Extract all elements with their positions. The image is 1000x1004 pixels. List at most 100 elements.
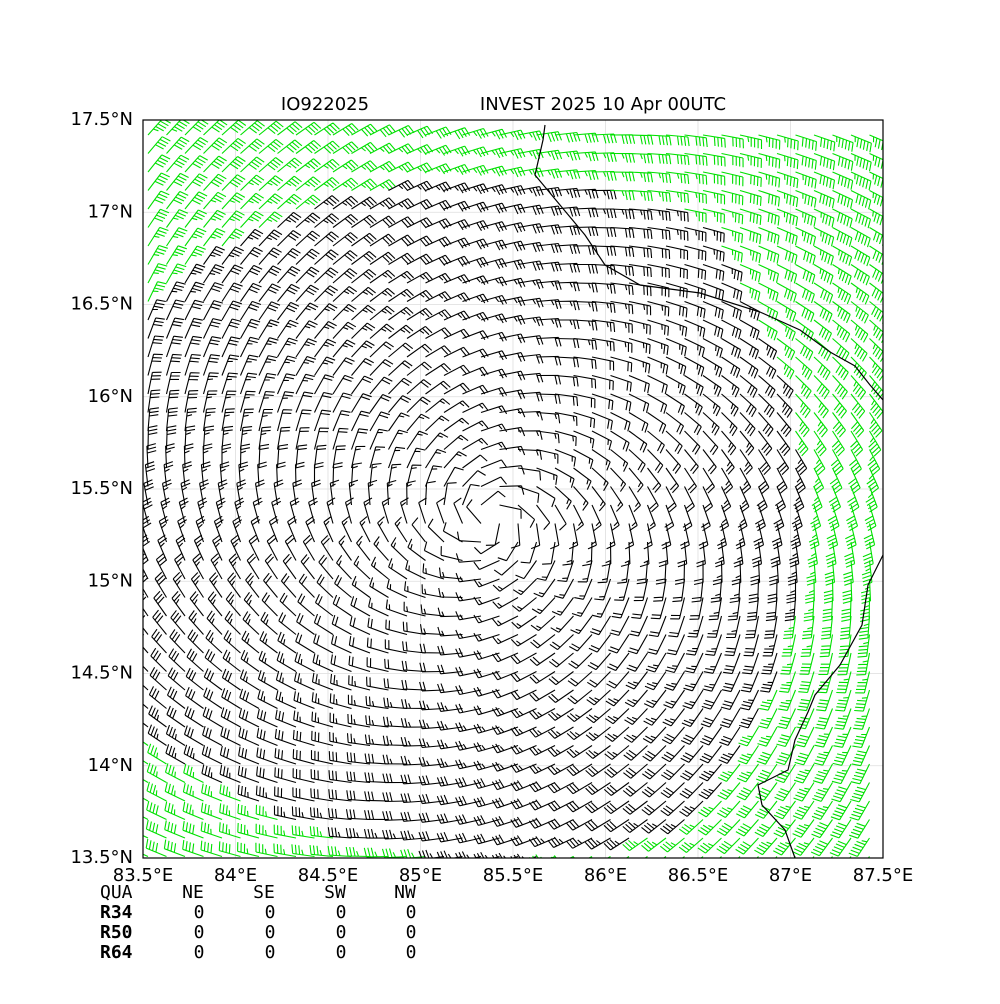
- wind-barb: [832, 412, 846, 438]
- wind-barb: [255, 804, 278, 821]
- wind-barb: [193, 534, 205, 561]
- wind-barb: [582, 541, 593, 567]
- wind-barb: [222, 649, 241, 672]
- wind-barb: [314, 338, 337, 358]
- wind-barb: [350, 428, 369, 450]
- wind-barb: [155, 553, 168, 580]
- wind-barb: [258, 301, 281, 321]
- wind-barb: [190, 572, 204, 598]
- wind-barb: [311, 711, 334, 728]
- wind-barb: [665, 486, 677, 513]
- wind-barb: [604, 763, 630, 778]
- wind-barb: [702, 449, 717, 475]
- wind-barb: [369, 446, 386, 469]
- wind-barb: [554, 281, 580, 292]
- wind-barb: [815, 708, 834, 730]
- wind-barb: [739, 412, 756, 437]
- wind-barb: [277, 337, 298, 358]
- wind-barb: [239, 688, 260, 709]
- wind-barb: [737, 745, 759, 765]
- y-tick-label: 15.5°N: [70, 478, 133, 499]
- wind-barb: [295, 444, 308, 469]
- wind-barb: [356, 535, 371, 561]
- wind-barb: [721, 449, 735, 475]
- wind-barb: [295, 355, 316, 376]
- wind-barb: [240, 246, 263, 265]
- wind-barb: [202, 390, 218, 413]
- wind-barb: [369, 251, 396, 265]
- wind-barb: [279, 592, 297, 617]
- wind-barb: [585, 726, 611, 742]
- wind-barb: [773, 800, 796, 820]
- wind-barb: [610, 282, 634, 296]
- wind-barb: [628, 152, 654, 164]
- wind-barb: [436, 497, 445, 524]
- wind-barb: [665, 412, 684, 435]
- wind-barb: [833, 726, 852, 748]
- wind-barb: [787, 560, 798, 586]
- wind-barb: [617, 560, 630, 584]
- wind-barb: [202, 372, 219, 395]
- wind-barb: [436, 850, 463, 858]
- wind-barb: [480, 313, 507, 324]
- wind-barb: [160, 497, 171, 524]
- wind-barb: [382, 716, 408, 728]
- wind-barb: [294, 652, 315, 672]
- wind-barb: [721, 226, 744, 244]
- wind-barb: [795, 726, 815, 748]
- wind-barb: [473, 705, 500, 716]
- wind-barb: [794, 467, 806, 494]
- wind-barb: [499, 445, 526, 456]
- wind-barb: [852, 726, 871, 749]
- wind-barb: [517, 279, 544, 290]
- wind-barb: [315, 593, 334, 617]
- wind-barb: [591, 319, 616, 333]
- wind-barb: [647, 412, 667, 434]
- wind-barb: [351, 250, 377, 265]
- wind-barb: [180, 479, 191, 506]
- wind-barb: [665, 134, 690, 147]
- wind-barb: [318, 554, 334, 580]
- wind-barb: [680, 763, 704, 781]
- wind-barb: [183, 443, 194, 469]
- wind-barb: [295, 391, 314, 413]
- x-tick-label: 87°E: [769, 865, 812, 886]
- wind-barb: [147, 353, 163, 376]
- wind-barb: [554, 448, 577, 467]
- y-tick-label: 16°N: [88, 386, 133, 407]
- wind-barb: [536, 374, 562, 385]
- wind-barb: [843, 560, 854, 586]
- wind-barb: [658, 541, 669, 568]
- wind-barb: [369, 197, 396, 210]
- wind-barb: [510, 816, 537, 828]
- wind-barb: [660, 800, 685, 817]
- wind-barb: [367, 617, 389, 636]
- wind-barb: [666, 634, 686, 656]
- wind-barb: [147, 407, 159, 432]
- wind-barb: [388, 161, 415, 173]
- wind-barb: [831, 763, 852, 785]
- wind-barb: [663, 689, 685, 709]
- wind-barb: [425, 363, 451, 376]
- wind-barb: [295, 176, 321, 191]
- wind-barb: [750, 560, 761, 586]
- wind-barb: [443, 310, 471, 321]
- wind-barb: [577, 560, 593, 583]
- wind-barb: [237, 842, 260, 858]
- wind-barb: [443, 400, 470, 413]
- wind-barb: [143, 653, 149, 672]
- wind-barb: [536, 467, 558, 485]
- wind-barb: [209, 572, 223, 598]
- wind-barb: [702, 393, 721, 417]
- wind-barb: [455, 685, 482, 696]
- wind-barb: [758, 393, 775, 418]
- wind-barb: [739, 171, 762, 187]
- wind-barb: [737, 504, 748, 532]
- wind-barb: [813, 245, 834, 266]
- wind-barb: [529, 689, 556, 702]
- wind-barb: [573, 207, 599, 218]
- wind-barb: [425, 199, 452, 211]
- wind-barb: [473, 815, 500, 826]
- wind-barb: [202, 354, 220, 376]
- wind-barb: [384, 658, 408, 673]
